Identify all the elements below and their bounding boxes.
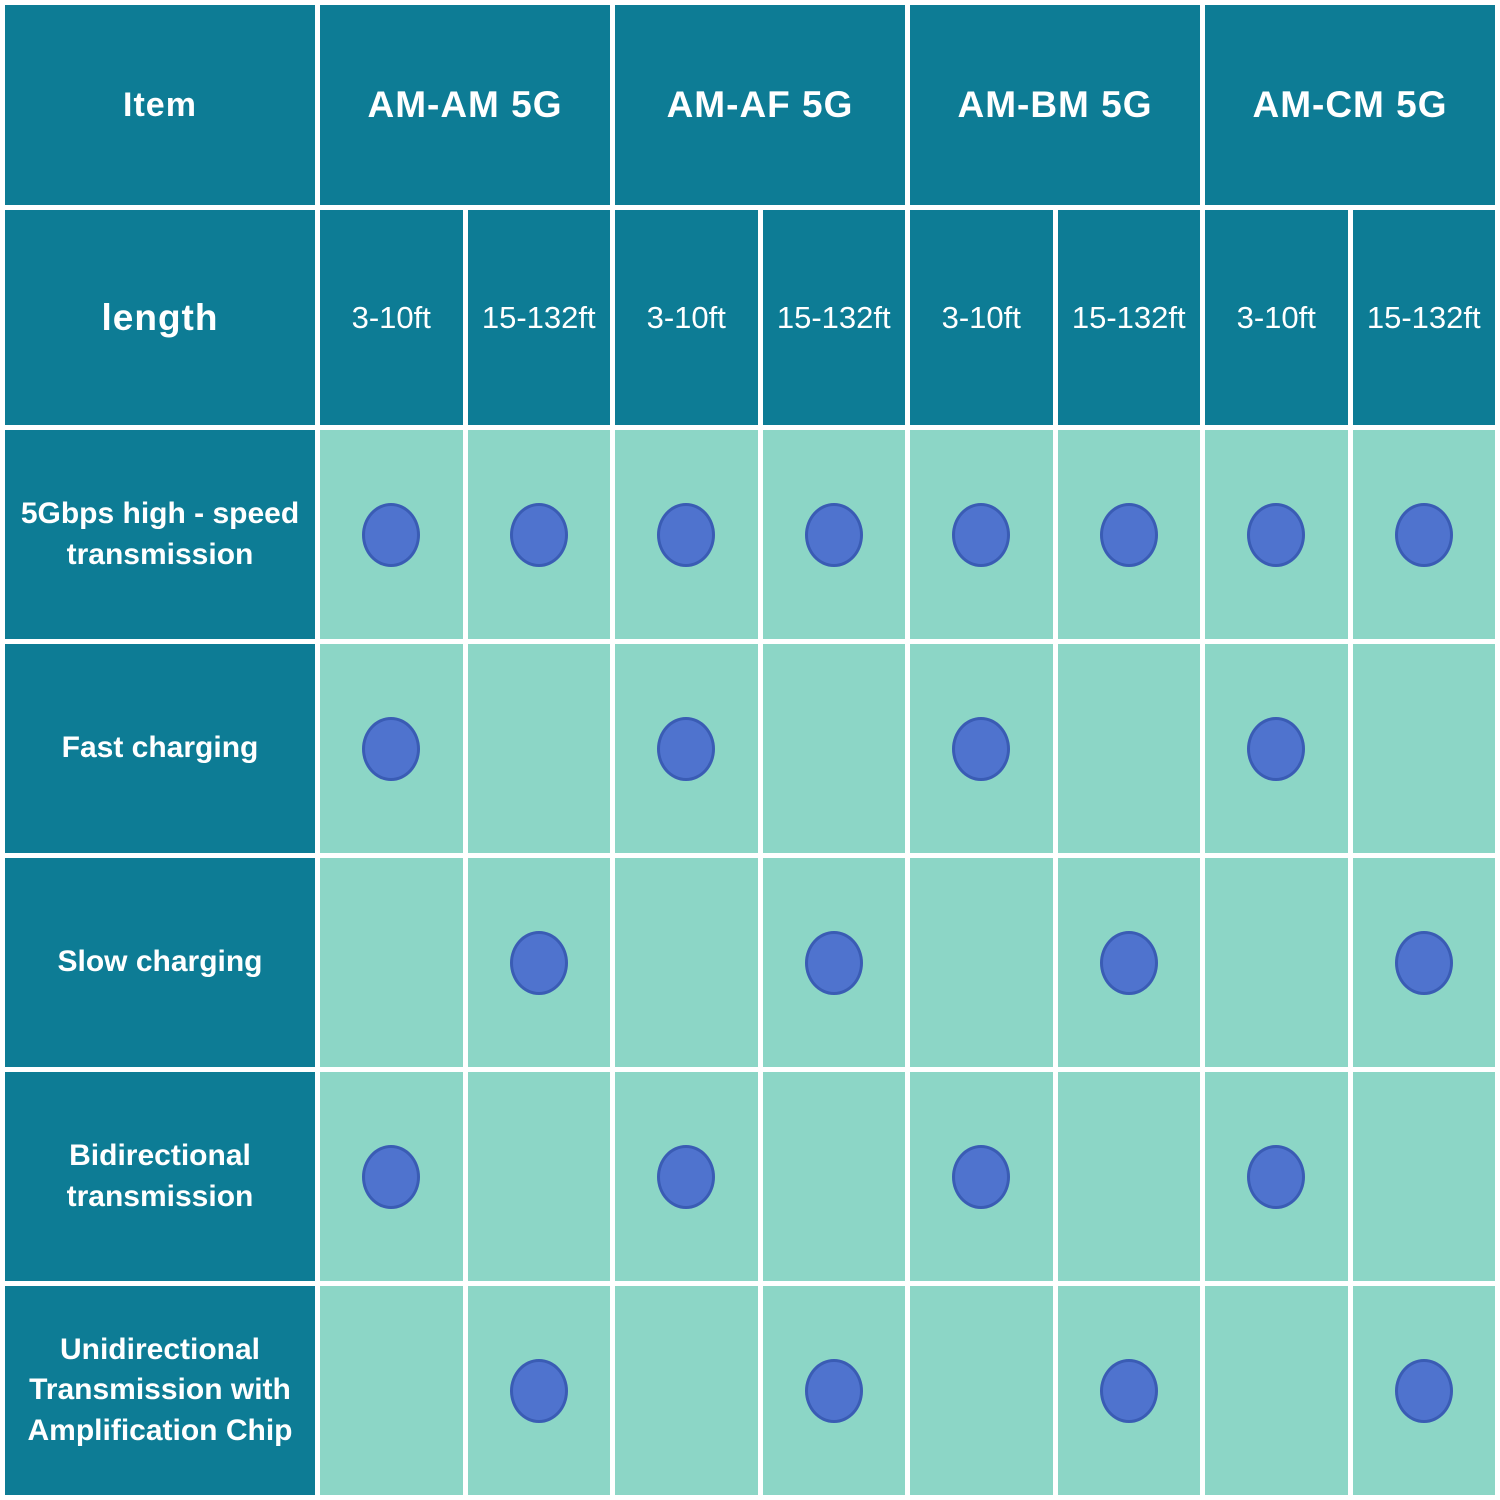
check-dot-icon <box>952 716 1011 781</box>
feature-cell <box>320 1072 463 1281</box>
feature-cell <box>615 858 758 1067</box>
group-header-am-bm-5g: AM-BM 5G <box>910 5 1200 205</box>
group-header-am-am-5g: AM-AM 5G <box>320 5 610 205</box>
length-label-cell: length <box>5 210 315 425</box>
feature-cell <box>1057 858 1200 1067</box>
feature-cell <box>910 430 1053 639</box>
check-dot-icon <box>657 502 716 567</box>
check-dot-icon <box>362 502 421 567</box>
check-dot-icon <box>1394 930 1453 995</box>
feature-cell <box>910 644 1053 853</box>
feature-cell <box>320 858 463 1067</box>
feature-cell <box>320 1286 463 1495</box>
header-row-length: length 3-10ft 15-132ft 3-10ft 15-132ft 3… <box>5 210 1495 425</box>
feature-row-fast-charging: Fast charging <box>5 644 1495 853</box>
check-dot-icon <box>1394 502 1453 567</box>
corner-item-cell: Item <box>5 5 315 205</box>
check-dot-icon <box>804 1358 863 1423</box>
feature-cell <box>1352 430 1495 639</box>
feature-label-cell: Fast charging <box>5 644 315 853</box>
feature-cell <box>467 430 610 639</box>
feature-cell <box>910 1072 1053 1281</box>
feature-cell <box>1057 1072 1200 1281</box>
feature-cell <box>615 644 758 853</box>
feature-cell <box>762 858 905 1067</box>
feature-cell <box>467 1072 610 1281</box>
feature-cell <box>1057 644 1200 853</box>
feature-cell <box>1352 1286 1495 1495</box>
feature-cell <box>615 1286 758 1495</box>
check-dot-icon <box>1099 502 1158 567</box>
length-option-cell: 3-10ft <box>1205 210 1348 425</box>
feature-cell <box>467 858 610 1067</box>
check-dot-icon <box>657 1144 716 1209</box>
check-dot-icon <box>1099 1358 1158 1423</box>
feature-cell <box>1352 1072 1495 1281</box>
feature-cell <box>1352 858 1495 1067</box>
feature-cell <box>1352 644 1495 853</box>
length-option-cell: 15-132ft <box>762 210 905 425</box>
feature-cell <box>762 644 905 853</box>
feature-cell <box>762 430 905 639</box>
length-option-cell: 3-10ft <box>320 210 463 425</box>
feature-cell <box>467 644 610 853</box>
feature-cell <box>910 858 1053 1067</box>
check-dot-icon <box>1247 716 1306 781</box>
feature-cell <box>1205 1072 1348 1281</box>
feature-row-unidirectional: Unidirectional Transmission with Amplifi… <box>5 1286 1495 1495</box>
length-option-cell: 15-132ft <box>1057 210 1200 425</box>
feature-cell <box>1205 858 1348 1067</box>
feature-label-cell: Unidirectional Transmission with Amplifi… <box>5 1286 315 1495</box>
length-option-cell: 3-10ft <box>615 210 758 425</box>
length-option-cell: 15-132ft <box>467 210 610 425</box>
feature-row-bidirectional: Bidirectional transmission <box>5 1072 1495 1281</box>
feature-cell <box>615 1072 758 1281</box>
check-dot-icon <box>952 502 1011 567</box>
feature-cell <box>1057 430 1200 639</box>
feature-cell <box>320 430 463 639</box>
feature-row-slow-charging: Slow charging <box>5 858 1495 1067</box>
group-header-am-af-5g: AM-AF 5G <box>615 5 905 205</box>
check-dot-icon <box>657 716 716 781</box>
feature-cell <box>467 1286 610 1495</box>
feature-cell <box>1057 1286 1200 1495</box>
length-option-cell: 15-132ft <box>1352 210 1495 425</box>
check-dot-icon <box>1247 502 1306 567</box>
check-dot-icon <box>952 1144 1011 1209</box>
check-dot-icon <box>509 930 568 995</box>
header-row-products: Item AM-AM 5G AM-AF 5G AM-BM 5G AM-CM 5G <box>5 5 1495 205</box>
feature-cell <box>1205 1286 1348 1495</box>
check-dot-icon <box>1247 1144 1306 1209</box>
feature-cell <box>1205 644 1348 853</box>
feature-cell <box>615 430 758 639</box>
check-dot-icon <box>509 1358 568 1423</box>
check-dot-icon <box>362 1144 421 1209</box>
feature-cell <box>762 1286 905 1495</box>
check-dot-icon <box>1394 1358 1453 1423</box>
check-dot-icon <box>509 502 568 567</box>
feature-cell <box>910 1286 1053 1495</box>
group-header-am-cm-5g: AM-CM 5G <box>1205 5 1495 205</box>
check-dot-icon <box>1099 930 1158 995</box>
feature-row-5gbps: 5Gbps high - speed transmission <box>5 430 1495 639</box>
feature-label-cell: Slow charging <box>5 858 315 1067</box>
check-dot-icon <box>804 502 863 567</box>
feature-label-cell: Bidirectional transmission <box>5 1072 315 1281</box>
feature-cell <box>1205 430 1348 639</box>
feature-cell <box>320 644 463 853</box>
check-dot-icon <box>362 716 421 781</box>
length-option-cell: 3-10ft <box>910 210 1053 425</box>
check-dot-icon <box>804 930 863 995</box>
feature-cell <box>762 1072 905 1281</box>
feature-label-cell: 5Gbps high - speed transmission <box>5 430 315 639</box>
